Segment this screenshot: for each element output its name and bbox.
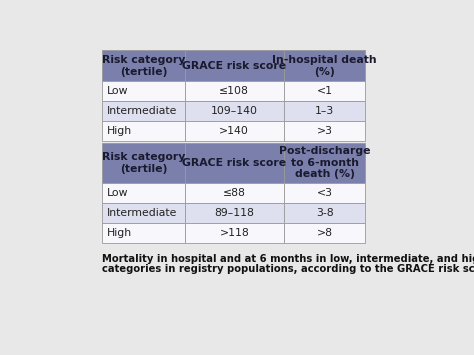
Bar [185,81,284,101]
Text: >3: >3 [317,126,333,136]
Text: Risk category
(tertile): Risk category (tertile) [102,55,185,76]
Bar [102,81,185,101]
Bar [284,203,365,223]
Text: 1–3: 1–3 [315,106,334,116]
Text: High: High [107,228,132,238]
Text: >118: >118 [219,228,249,238]
Bar [284,50,365,81]
Bar [284,101,365,121]
Text: Low: Low [107,86,128,96]
Text: ≤88: ≤88 [223,188,246,198]
Text: ≤108: ≤108 [219,86,249,96]
Bar [102,143,185,183]
Text: 3-8: 3-8 [316,208,333,218]
Bar [284,223,365,243]
Text: GRACE risk score: GRACE risk score [182,158,286,168]
Text: High: High [107,126,132,136]
Bar [185,223,284,243]
Text: 109–140: 109–140 [211,106,258,116]
Text: <3: <3 [317,188,333,198]
Bar [185,101,284,121]
Bar [102,101,185,121]
Text: categories in registry populations, according to the GRACE risk score: categories in registry populations, acco… [102,264,474,274]
Text: >8: >8 [317,228,333,238]
Bar [284,121,365,141]
Bar [102,121,185,141]
Text: In-hospital death
(%): In-hospital death (%) [272,55,377,76]
Text: GRACE risk score: GRACE risk score [182,61,286,71]
Bar [284,143,365,183]
Text: >140: >140 [219,126,249,136]
Bar [185,203,284,223]
Bar [284,183,365,203]
Text: <1: <1 [317,86,333,96]
Text: Intermediate: Intermediate [107,106,177,116]
Text: 89–118: 89–118 [214,208,254,218]
Bar [185,183,284,203]
Bar [102,203,185,223]
Bar [102,223,185,243]
Bar [284,81,365,101]
Text: Risk category
(tertile): Risk category (tertile) [102,152,185,174]
Text: Intermediate: Intermediate [107,208,177,218]
Bar [185,121,284,141]
Bar [102,50,185,81]
Text: Post-discharge
to 6-month
death (%): Post-discharge to 6-month death (%) [279,146,370,179]
Bar [185,143,284,183]
Bar [185,50,284,81]
Bar [102,183,185,203]
Text: Low: Low [107,188,128,198]
Text: Mortality in hospital and at 6 months in low, intermediate, and high risk: Mortality in hospital and at 6 months in… [102,253,474,263]
